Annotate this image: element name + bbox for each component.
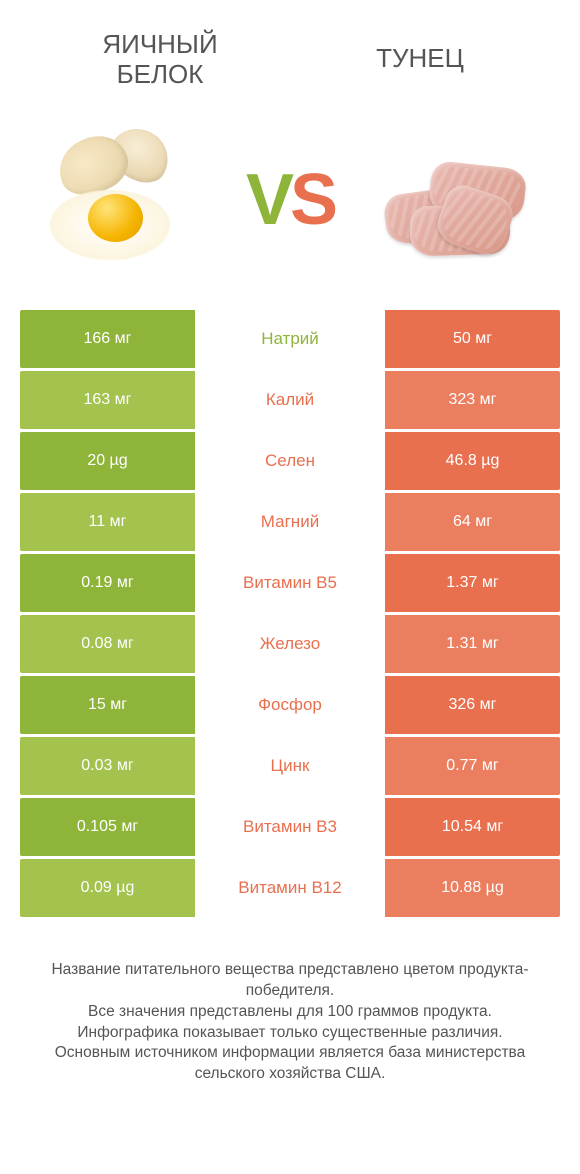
nutrient-label: Витамин B5 — [195, 554, 385, 612]
nutrient-label: Витамин B12 — [195, 859, 385, 917]
table-row: 166 мгНатрий50 мг — [20, 310, 560, 368]
vs-v: V — [246, 160, 290, 240]
title-right: ТУНЕЦ — [310, 44, 530, 74]
nutrient-label: Калий — [195, 371, 385, 429]
nutrition-table: 166 мгНатрий50 мг163 мгКалий323 мг20 µgС… — [0, 310, 580, 917]
value-left: 166 мг — [20, 310, 195, 368]
value-right: 326 мг — [385, 676, 560, 734]
value-right: 64 мг — [385, 493, 560, 551]
table-row: 20 µgСелен46.8 µg — [20, 432, 560, 490]
value-left: 0.09 µg — [20, 859, 195, 917]
value-left: 15 мг — [20, 676, 195, 734]
value-right: 1.31 мг — [385, 615, 560, 673]
vs-s: S — [290, 160, 334, 240]
footer-line: Основным источником информации является … — [30, 1043, 550, 1085]
nutrient-label: Цинк — [195, 737, 385, 795]
value-left: 11 мг — [20, 493, 195, 551]
value-right: 0.77 мг — [385, 737, 560, 795]
header-row: ЯИЧНЫЙБЕЛОК ТУНЕЦ — [0, 0, 580, 100]
header-left: ЯИЧНЫЙБЕЛОК — [50, 30, 270, 90]
footer-line: Все значения представлены для 100 граммо… — [30, 1002, 550, 1023]
footer-notes: Название питательного вещества представл… — [0, 920, 580, 1106]
nutrient-label: Фосфор — [195, 676, 385, 734]
value-right: 1.37 мг — [385, 554, 560, 612]
header-right: ТУНЕЦ — [310, 30, 530, 74]
images-row: VS — [0, 100, 580, 310]
title-left: ЯИЧНЫЙБЕЛОК — [50, 30, 270, 90]
table-row: 0.19 мгВитамин B51.37 мг — [20, 554, 560, 612]
footer-line: Название питательного вещества представл… — [30, 960, 550, 1002]
table-row: 0.105 мгВитамин B310.54 мг — [20, 798, 560, 856]
value-right: 50 мг — [385, 310, 560, 368]
value-left: 0.19 мг — [20, 554, 195, 612]
table-row: 11 мгМагний64 мг — [20, 493, 560, 551]
table-row: 163 мгКалий323 мг — [20, 371, 560, 429]
table-row: 0.08 мгЖелезо1.31 мг — [20, 615, 560, 673]
table-row: 0.09 µgВитамин B1210.88 µg — [20, 859, 560, 917]
egg-illustration — [30, 125, 210, 275]
table-row: 15 мгФосфор326 мг — [20, 676, 560, 734]
value-left: 20 µg — [20, 432, 195, 490]
value-left: 0.105 мг — [20, 798, 195, 856]
value-right: 10.54 мг — [385, 798, 560, 856]
nutrient-label: Селен — [195, 432, 385, 490]
nutrient-label: Натрий — [195, 310, 385, 368]
nutrient-label: Железо — [195, 615, 385, 673]
value-left: 0.08 мг — [20, 615, 195, 673]
value-left: 163 мг — [20, 371, 195, 429]
table-row: 0.03 мгЦинк0.77 мг — [20, 737, 560, 795]
footer-line: Инфографика показывает только существенн… — [30, 1023, 550, 1044]
tuna-illustration — [370, 125, 550, 275]
nutrient-label: Магний — [195, 493, 385, 551]
nutrient-label: Витамин B3 — [195, 798, 385, 856]
vs-label: VS — [246, 159, 334, 241]
value-left: 0.03 мг — [20, 737, 195, 795]
value-right: 10.88 µg — [385, 859, 560, 917]
value-right: 323 мг — [385, 371, 560, 429]
value-right: 46.8 µg — [385, 432, 560, 490]
